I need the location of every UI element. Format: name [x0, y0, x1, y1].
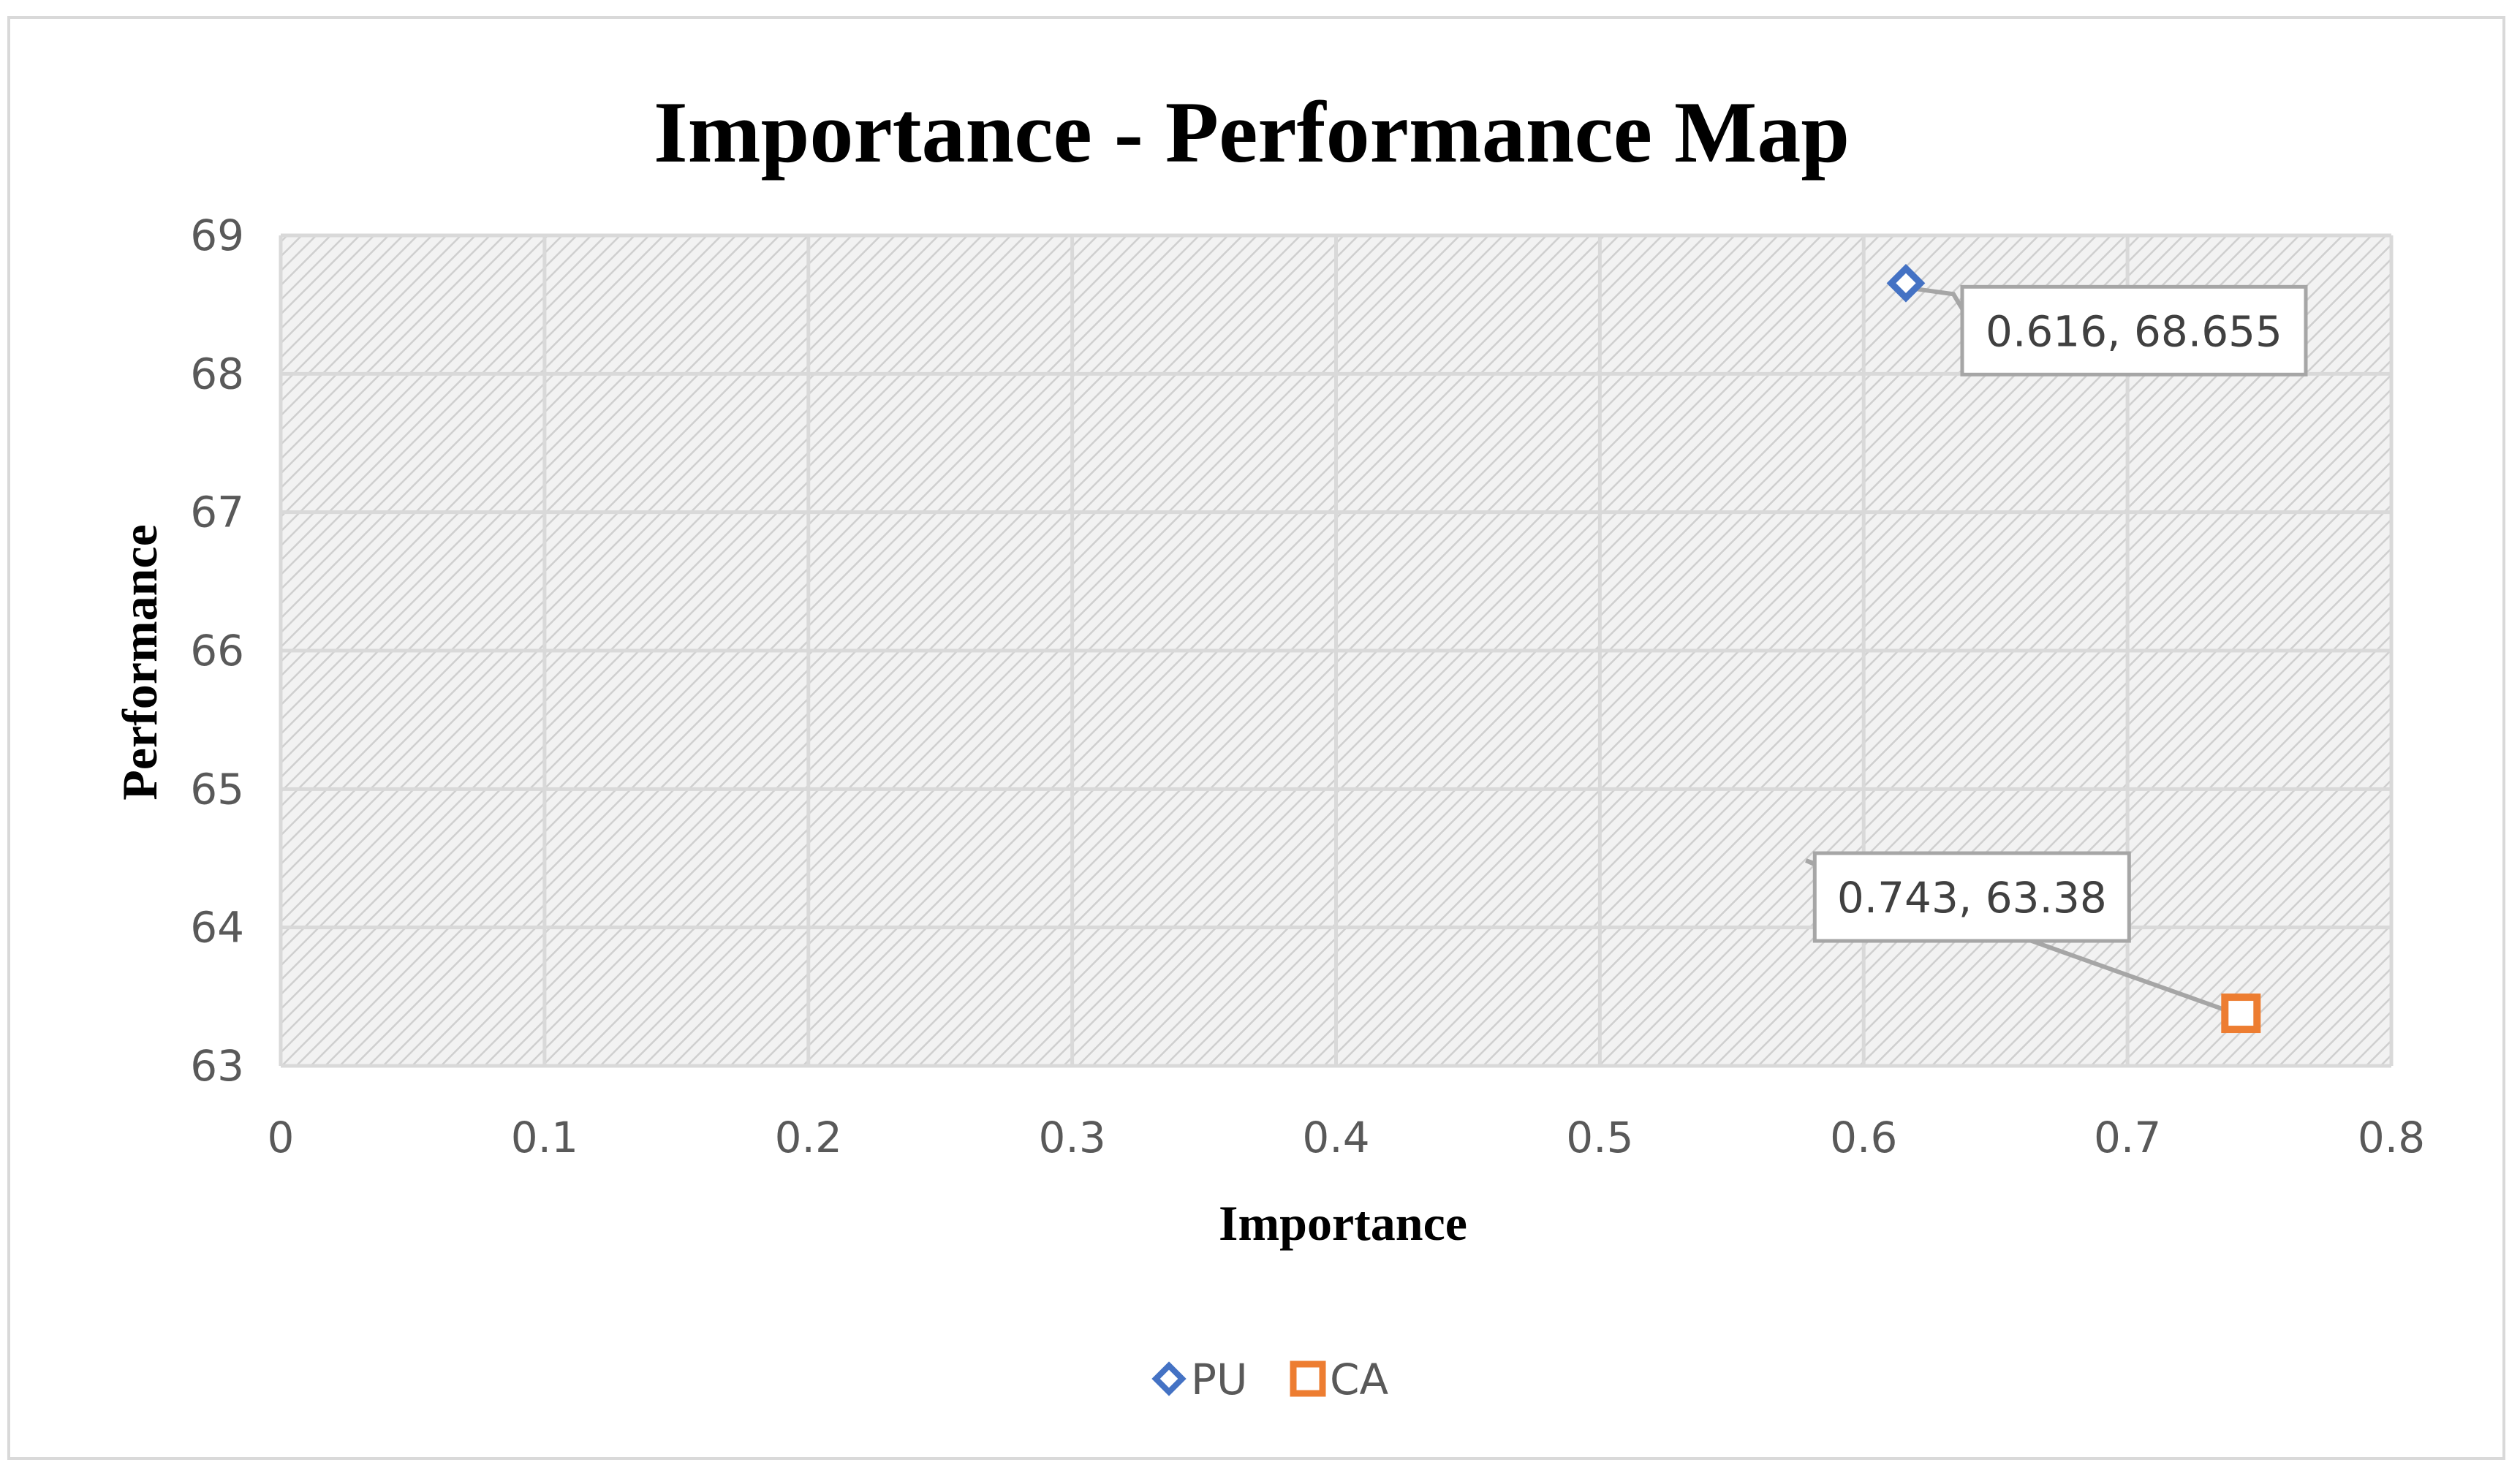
data-label-box — [1812, 851, 2131, 943]
y-axis-ticks: 63 64 65 66 67 68 69 — [190, 211, 244, 1091]
y-tick-label: 64 — [190, 903, 244, 953]
y-tick-label: 67 — [190, 488, 244, 537]
data-label: 0.743, 63.38 — [1837, 873, 2107, 923]
legend-marker-ca — [1290, 1360, 1326, 1397]
x-tick-label: 0 — [268, 1113, 295, 1162]
data-point-ca — [2221, 994, 2261, 1034]
chart: Importance - Performance Map 63646566676… — [112, 83, 2426, 1404]
y-axis-title: Performance — [112, 524, 167, 801]
data-label-leader-line — [1915, 287, 1964, 310]
x-tick-label: 0.7 — [2094, 1113, 2161, 1162]
y-tick-label: 63 — [190, 1041, 244, 1091]
legend: PU CA — [1151, 1355, 1388, 1404]
legend-marker-pu — [1151, 1361, 1187, 1396]
x-tick-label: 0.2 — [775, 1113, 842, 1162]
gridlines — [279, 233, 2394, 1068]
data-points: 0.616, 68.655 0.743, 63.38 — [1805, 263, 2308, 1034]
x-tick-label: 0.1 — [511, 1113, 578, 1162]
y-tick-label: 68 — [190, 349, 244, 398]
chart-frame: Importance - Performance Map 63 64 65 66 67 6… — [7, 16, 2505, 1460]
x-tick-label: 0.6 — [1830, 1113, 1897, 1162]
x-tick-label: 0.4 — [1302, 1113, 1369, 1162]
y-tick-label: 65 — [190, 764, 244, 814]
legend-label-pu: PU — [1191, 1355, 1247, 1404]
data-label-box — [1960, 284, 2308, 376]
data-label: 0.616, 68.655 — [1986, 306, 2282, 356]
data-point-pu — [1886, 263, 1926, 303]
y-tick-label: 66 — [190, 626, 244, 675]
y-tick-label: 69 — [190, 211, 244, 260]
x-tick-label: 0.8 — [2358, 1113, 2425, 1162]
x-tick-label: 0.5 — [1566, 1113, 1633, 1162]
x-axis-title: Importance — [1219, 1195, 1467, 1251]
x-axis-ticks: 0 0.1 0.2 0.3 0.4 0.5 0.6 0.7 0.8 — [268, 1113, 2426, 1162]
x-tick-label: 0.3 — [1039, 1113, 1106, 1162]
legend-label-ca: CA — [1330, 1355, 1388, 1404]
chart-title: Importance - Performance Map — [654, 83, 1850, 181]
